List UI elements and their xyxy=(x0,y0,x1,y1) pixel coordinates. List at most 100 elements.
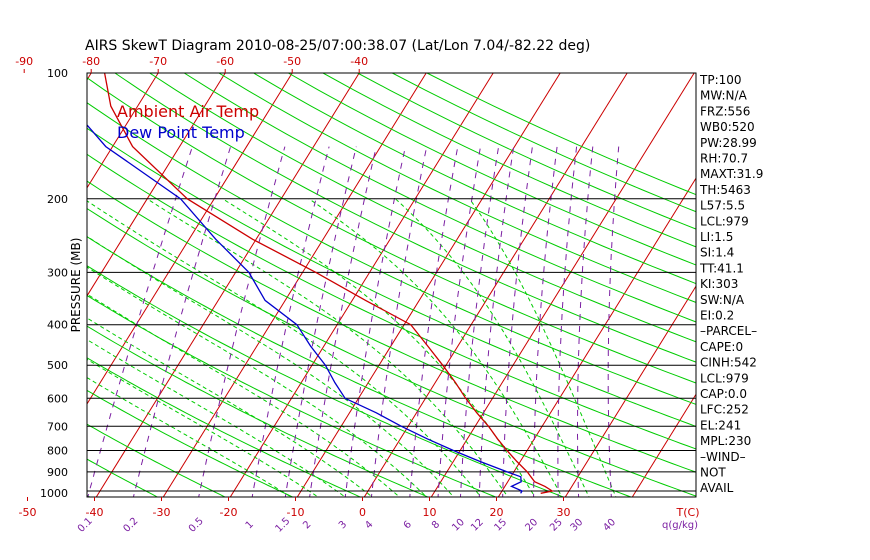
top-temp-tick-label: -70 xyxy=(149,55,167,68)
mixing-ratio-tick-label: 6 xyxy=(402,519,414,531)
stability-index-text: LI:1.5 xyxy=(700,230,733,244)
mixing-ratio-tick-label: 3 xyxy=(337,519,349,531)
bottom-temp-tick-label: 20 xyxy=(490,506,504,519)
isotherm-line xyxy=(497,177,696,497)
stability-index-text: EL:241 xyxy=(700,418,741,432)
stability-index-text: FRZ:556 xyxy=(700,104,750,118)
grid-lines xyxy=(0,73,696,500)
mixing-ratio-tick-label: 15 xyxy=(492,517,509,534)
dry-adiabat-line xyxy=(87,294,497,497)
profile-lines xyxy=(87,73,555,494)
isotherm-line xyxy=(87,73,293,405)
mixing-ratio-tick-label: 10 xyxy=(450,517,467,534)
bottom-temp-tick-label: -40 xyxy=(86,506,104,519)
stability-index-text: AVAIL xyxy=(700,481,734,495)
plot-border xyxy=(86,72,697,498)
y-axis-label: PRESSURE (MB) xyxy=(69,238,83,333)
dry-adiabat-line xyxy=(218,73,696,304)
stability-index-text: L57:5.5 xyxy=(700,199,745,213)
bottom-temp-tick-label: -50 xyxy=(19,506,37,519)
pressure-tick-label: 300 xyxy=(47,266,68,279)
dry-adiabat-line xyxy=(183,73,696,323)
moist-adiabat-line xyxy=(146,198,509,497)
dry-adiabat-line xyxy=(253,73,696,285)
stability-index-text: CAPE:0 xyxy=(700,340,743,354)
mixing-ratio-tick-label: 40 xyxy=(601,517,618,534)
isotherm-line xyxy=(95,73,360,497)
pressure-tick-label: 100 xyxy=(47,67,68,80)
stability-index-text: LFC:252 xyxy=(700,403,749,417)
mixing-ratio-line xyxy=(198,146,286,497)
top-temp-tick-label: -40 xyxy=(350,55,368,68)
stability-index-text: –WIND– xyxy=(700,450,746,464)
dry-adiabat-line xyxy=(114,73,696,363)
pressure-tick-label: 700 xyxy=(47,420,68,433)
stability-index-text: LCL:979 xyxy=(700,214,749,228)
stability-index-text: CAP:0.0 xyxy=(700,387,747,401)
mixing-ratio-tick-label: 2 xyxy=(301,519,313,531)
mixing-ratio-tick-label: 30 xyxy=(569,517,586,534)
dry-adiabat-line xyxy=(426,73,696,196)
plot-frame xyxy=(86,72,697,498)
stability-index-text: MAXT:31.9 xyxy=(700,167,763,181)
dry-adiabat-line xyxy=(357,73,696,230)
stability-index-text: TH:5463 xyxy=(699,183,751,197)
isotherm-line xyxy=(430,73,695,497)
mixing-ratio-tick-label: 0.2 xyxy=(121,516,140,535)
stability-index-text: MPL:230 xyxy=(700,434,751,448)
bottom-temp-tick-label: 30 xyxy=(557,506,571,519)
isotherm-line xyxy=(0,73,24,500)
legend-dewpoint: Dew Point Temp xyxy=(117,123,245,142)
mixing-ratio-tick-label: 12 xyxy=(469,517,486,534)
mixing-ratio-tick-label: 20 xyxy=(523,517,540,534)
mixing-ratio-unit-label: q(g/kg) xyxy=(662,520,698,531)
temperature-unit-label: T(C) xyxy=(676,506,700,519)
moist-adiabat-line xyxy=(87,200,482,497)
stability-index-text: CINH:542 xyxy=(700,356,757,370)
stability-index-text: –PARCEL– xyxy=(700,324,757,338)
pressure-tick-label: 1000 xyxy=(40,487,68,500)
dry-adiabat-line xyxy=(322,73,696,248)
pressure-tick-label: 900 xyxy=(47,466,68,479)
mixing-ratio-line xyxy=(577,146,594,497)
pressure-tick-label: 400 xyxy=(47,319,68,332)
temperature-profile-line xyxy=(103,73,555,494)
mixing-ratio-line xyxy=(370,146,428,497)
legend-temperature: Ambient Air Temp xyxy=(117,102,259,121)
stability-index-text: SW:N/A xyxy=(700,293,745,307)
mixing-ratio-tick-label: 0.5 xyxy=(187,516,206,535)
bottom-temp-tick-label: -30 xyxy=(153,506,171,519)
mixing-ratio-line xyxy=(607,146,620,497)
stability-index-text: KI:303 xyxy=(700,277,738,291)
mixing-ratio-tick-label: 4 xyxy=(363,519,375,531)
dewpoint-profile-line xyxy=(87,123,524,494)
moist-adiabat-line xyxy=(395,198,590,497)
mixing-ratio-tick-label: 8 xyxy=(430,519,442,531)
isotherm-line xyxy=(631,393,696,497)
pressure-tick-label: 800 xyxy=(47,445,68,458)
mixing-ratio-line xyxy=(502,146,533,497)
pressure-tick-label: 600 xyxy=(47,392,68,405)
moist-adiabat-line xyxy=(87,266,428,497)
dry-adiabat-line xyxy=(87,153,696,450)
chart-title: AIRS SkewT Diagram 2010-08-25/07:00:38.0… xyxy=(85,38,590,54)
top-temp-tick-label: -50 xyxy=(283,55,301,68)
mixing-ratio-tick-label: 25 xyxy=(548,517,565,534)
stability-index-text: LCL:979 xyxy=(700,371,749,385)
stability-index-text: MW:N/A xyxy=(700,89,748,103)
dry-adiabat-line xyxy=(87,77,696,384)
mixing-ratio-line xyxy=(87,146,193,497)
stability-index-text: NOT xyxy=(700,466,726,480)
dry-adiabat-line xyxy=(87,127,696,427)
stability-index-text: EI:0.2 xyxy=(700,309,734,323)
stability-index-text: TT:41.1 xyxy=(699,261,744,275)
stability-index-text: RH:70.7 xyxy=(700,152,748,166)
moist-adiabat-line xyxy=(87,293,401,497)
isotherm-line xyxy=(296,73,561,497)
dry-adiabat-line xyxy=(87,180,696,473)
mixing-ratio-tick-label: 1 xyxy=(244,519,256,531)
dry-adiabat-line xyxy=(87,236,633,497)
moist-adiabat-line xyxy=(308,198,563,497)
